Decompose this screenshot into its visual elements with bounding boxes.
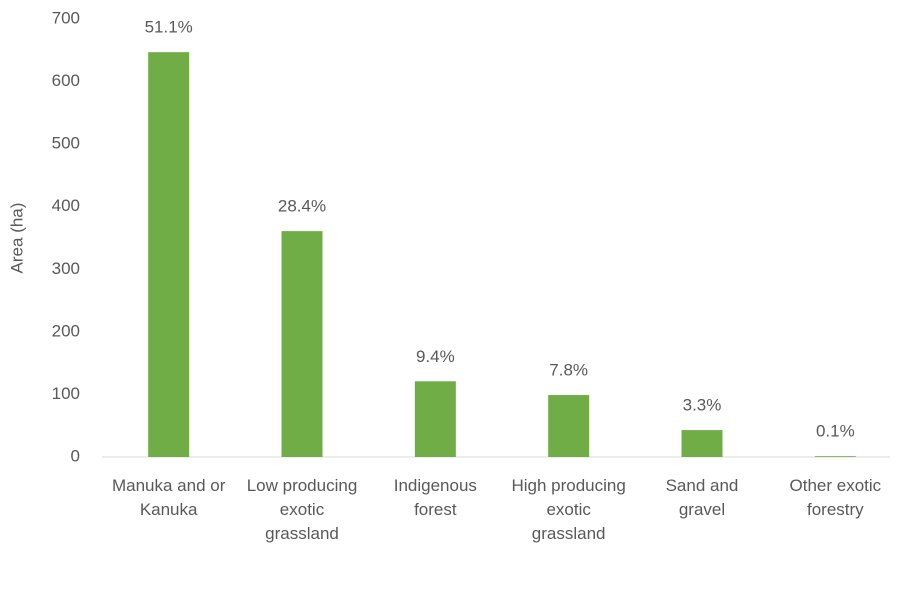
data-label: 28.4% bbox=[278, 197, 326, 216]
y-tick-label: 200 bbox=[52, 321, 80, 340]
bar bbox=[148, 52, 190, 458]
data-label: 9.4% bbox=[416, 347, 455, 366]
data-label: 7.8% bbox=[549, 361, 588, 380]
y-tick-label: 300 bbox=[52, 259, 80, 278]
x-tick-label: Other exotic forestry bbox=[789, 476, 882, 519]
x-tick-label: Manuka and or Kanuka bbox=[111, 476, 226, 519]
y-tick-label: 600 bbox=[52, 71, 80, 90]
x-tick-label: High producing exotic grassland bbox=[511, 476, 626, 543]
bar bbox=[281, 231, 323, 457]
bar bbox=[548, 395, 590, 457]
y-tick-label: 100 bbox=[52, 384, 80, 403]
y-tick-label: 500 bbox=[52, 134, 80, 153]
y-tick-label: 400 bbox=[52, 196, 80, 215]
y-axis-title: Area (ha) bbox=[7, 203, 26, 274]
data-label: 3.3% bbox=[683, 396, 722, 415]
bar bbox=[414, 381, 456, 457]
data-label: 0.1% bbox=[816, 422, 855, 441]
y-tick-label: 700 bbox=[52, 8, 80, 27]
bar bbox=[814, 456, 856, 457]
bar bbox=[681, 430, 723, 457]
y-tick-label: 0 bbox=[71, 446, 80, 465]
x-tick-label: Indigenous forest bbox=[393, 476, 477, 519]
x-tick-label: Low producing exotic grassland bbox=[246, 476, 358, 543]
data-label: 51.1% bbox=[145, 18, 193, 37]
x-tick-label: Sand and gravel bbox=[665, 476, 739, 519]
